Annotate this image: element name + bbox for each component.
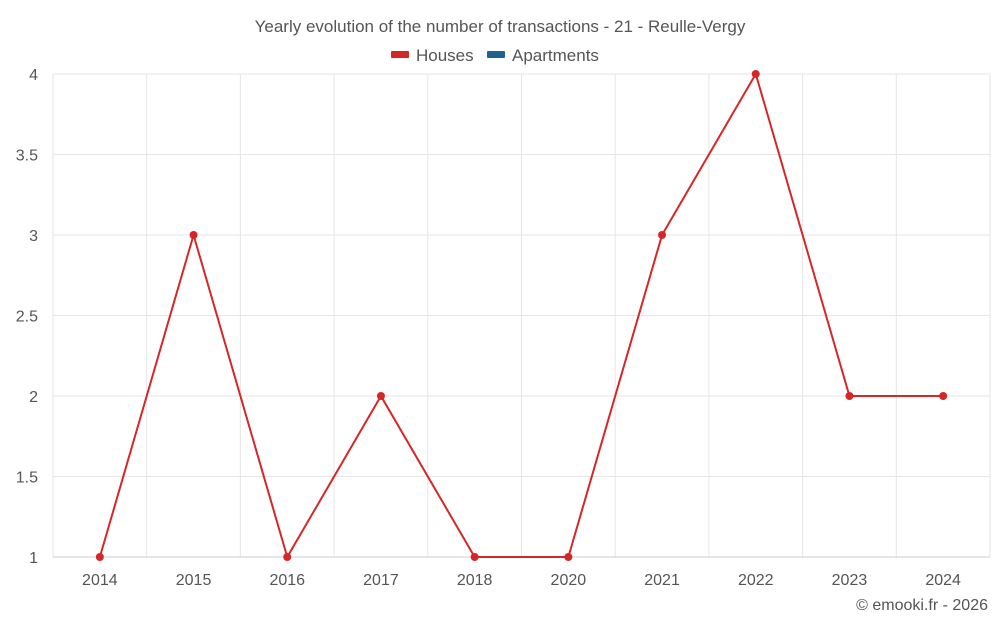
x-tick-label: 2017	[363, 572, 399, 589]
x-tick-label: 2018	[457, 572, 493, 589]
y-tick-label: 3	[29, 228, 38, 245]
x-tick-label: 2020	[551, 572, 587, 589]
x-tick-label: 2021	[644, 572, 680, 589]
y-tick-label: 3.5	[16, 148, 38, 165]
legend-swatch-apartments	[487, 51, 505, 58]
x-tick-label: 2023	[832, 572, 868, 589]
legend-label-houses: Houses	[416, 46, 474, 65]
legend: Houses Apartments	[391, 46, 599, 65]
data-point-houses[interactable]	[283, 553, 292, 561]
series-layer	[95, 70, 948, 561]
data-point-houses[interactable]	[564, 553, 573, 561]
y-tick-label: 1.5	[16, 470, 38, 487]
data-point-houses[interactable]	[658, 231, 667, 239]
x-tick-label: 2024	[925, 572, 961, 589]
gridlines	[52, 73, 991, 558]
series-line-houses	[98, 73, 944, 558]
x-axis: 2014 2015 2016 2017 2018 2020 2021 2022 2023 2024	[53, 556, 990, 589]
y-tick-label: 4	[29, 67, 38, 84]
x-tick-label: 2016	[269, 572, 305, 589]
x-tick-label: 2022	[738, 572, 774, 589]
chart-title: Yearly evolution of the number of transa…	[255, 17, 746, 36]
data-point-houses[interactable]	[751, 70, 760, 78]
legend-item-apartments[interactable]: Apartments	[487, 46, 599, 65]
y-tick-label: 1	[29, 550, 38, 567]
y-tick-label: 2.5	[16, 309, 38, 326]
legend-label-apartments: Apartments	[512, 46, 599, 65]
data-point-houses[interactable]	[939, 392, 948, 400]
data-point-houses[interactable]	[470, 553, 479, 561]
legend-item-houses[interactable]: Houses	[391, 46, 474, 65]
legend-swatch-houses	[391, 51, 409, 58]
data-point-houses[interactable]	[845, 392, 854, 400]
data-point-houses[interactable]	[95, 553, 104, 561]
data-point-houses[interactable]	[376, 392, 385, 400]
y-axis: 1 1.5 2 2.5 3 3.5 4	[16, 67, 38, 567]
data-point-houses[interactable]	[189, 231, 198, 239]
credit-text: © emooki.fr - 2026	[856, 597, 988, 614]
y-tick-label: 2	[29, 389, 38, 406]
x-tick-label: 2014	[82, 572, 118, 589]
x-tick-label: 2015	[176, 572, 212, 589]
